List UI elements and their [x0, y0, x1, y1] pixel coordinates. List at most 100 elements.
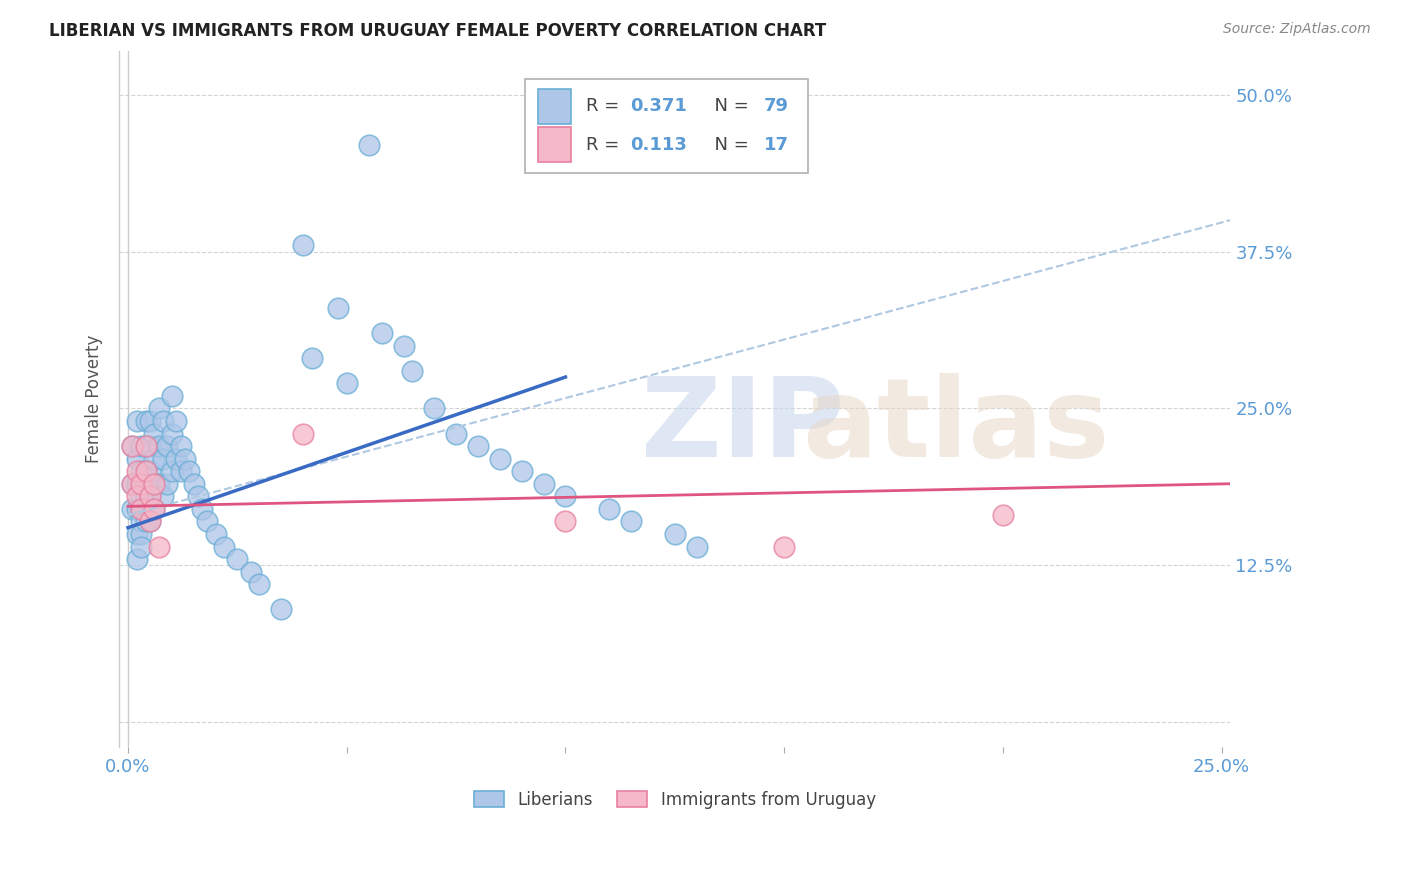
Point — [139, 439, 162, 453]
Point — [121, 476, 143, 491]
Text: R =: R = — [586, 136, 624, 153]
Point — [139, 464, 162, 478]
Point — [152, 414, 174, 428]
Point — [152, 489, 174, 503]
FancyBboxPatch shape — [524, 78, 808, 172]
Point — [204, 527, 226, 541]
Point — [129, 501, 152, 516]
Point — [139, 515, 162, 529]
Point — [143, 476, 166, 491]
Point — [226, 552, 249, 566]
Point — [143, 476, 166, 491]
Point — [195, 515, 218, 529]
Point — [125, 476, 148, 491]
Point — [165, 451, 187, 466]
Point — [148, 540, 170, 554]
Point — [134, 464, 156, 478]
Point — [143, 426, 166, 441]
Point — [686, 540, 709, 554]
Point — [291, 238, 314, 252]
Text: 17: 17 — [763, 136, 789, 153]
Point — [148, 439, 170, 453]
Point — [148, 476, 170, 491]
Point — [125, 464, 148, 478]
Point — [291, 426, 314, 441]
Point — [134, 439, 156, 453]
Text: 79: 79 — [763, 97, 789, 115]
FancyBboxPatch shape — [538, 89, 571, 124]
Point — [129, 476, 152, 491]
Text: 0.113: 0.113 — [630, 136, 688, 153]
Text: 0.371: 0.371 — [630, 97, 688, 115]
Point — [129, 501, 152, 516]
Text: ZIP: ZIP — [641, 374, 845, 481]
Point — [156, 476, 179, 491]
Point — [134, 476, 156, 491]
Point — [129, 464, 152, 478]
Point — [160, 426, 183, 441]
Text: Source: ZipAtlas.com: Source: ZipAtlas.com — [1223, 22, 1371, 37]
Point — [139, 489, 162, 503]
Text: N =: N = — [703, 97, 754, 115]
Point — [489, 451, 512, 466]
Point — [187, 489, 209, 503]
Point — [129, 515, 152, 529]
Point — [401, 364, 423, 378]
Point — [165, 414, 187, 428]
Point — [554, 489, 576, 503]
Point — [160, 464, 183, 478]
Point — [125, 414, 148, 428]
Point — [121, 501, 143, 516]
Point — [125, 451, 148, 466]
Point — [991, 508, 1014, 522]
Point — [664, 527, 686, 541]
Point — [143, 501, 166, 516]
Point — [139, 489, 162, 503]
Point — [510, 464, 533, 478]
Text: LIBERIAN VS IMMIGRANTS FROM URUGUAY FEMALE POVERTY CORRELATION CHART: LIBERIAN VS IMMIGRANTS FROM URUGUAY FEMA… — [49, 22, 827, 40]
Point — [554, 515, 576, 529]
Point — [392, 339, 415, 353]
Point — [125, 552, 148, 566]
Point — [336, 376, 359, 391]
Point — [169, 439, 191, 453]
Legend: Liberians, Immigrants from Uruguay: Liberians, Immigrants from Uruguay — [467, 784, 883, 815]
Point — [129, 439, 152, 453]
Point — [533, 476, 555, 491]
Point — [247, 577, 270, 591]
Point — [129, 489, 152, 503]
Y-axis label: Female Poverty: Female Poverty — [86, 334, 103, 463]
Point — [139, 515, 162, 529]
Point — [423, 401, 446, 416]
Point — [326, 301, 349, 315]
Point — [121, 476, 143, 491]
Point — [121, 439, 143, 453]
Point — [139, 414, 162, 428]
Point — [134, 464, 156, 478]
FancyBboxPatch shape — [538, 128, 571, 162]
Point — [169, 464, 191, 478]
Point — [125, 489, 148, 503]
Point — [129, 527, 152, 541]
Point — [357, 137, 380, 152]
Point — [152, 451, 174, 466]
Point — [620, 515, 643, 529]
Text: N =: N = — [703, 136, 754, 153]
Point — [125, 527, 148, 541]
Point — [173, 451, 195, 466]
Point — [134, 414, 156, 428]
Point — [598, 501, 620, 516]
Point — [212, 540, 235, 554]
Point — [129, 476, 152, 491]
Point — [148, 401, 170, 416]
Point — [444, 426, 467, 441]
Point — [371, 326, 394, 340]
Point — [143, 501, 166, 516]
Point — [467, 439, 489, 453]
Point — [301, 351, 323, 366]
Point — [239, 565, 262, 579]
Point — [183, 476, 205, 491]
Point — [143, 451, 166, 466]
Point — [121, 439, 143, 453]
Point — [134, 489, 156, 503]
